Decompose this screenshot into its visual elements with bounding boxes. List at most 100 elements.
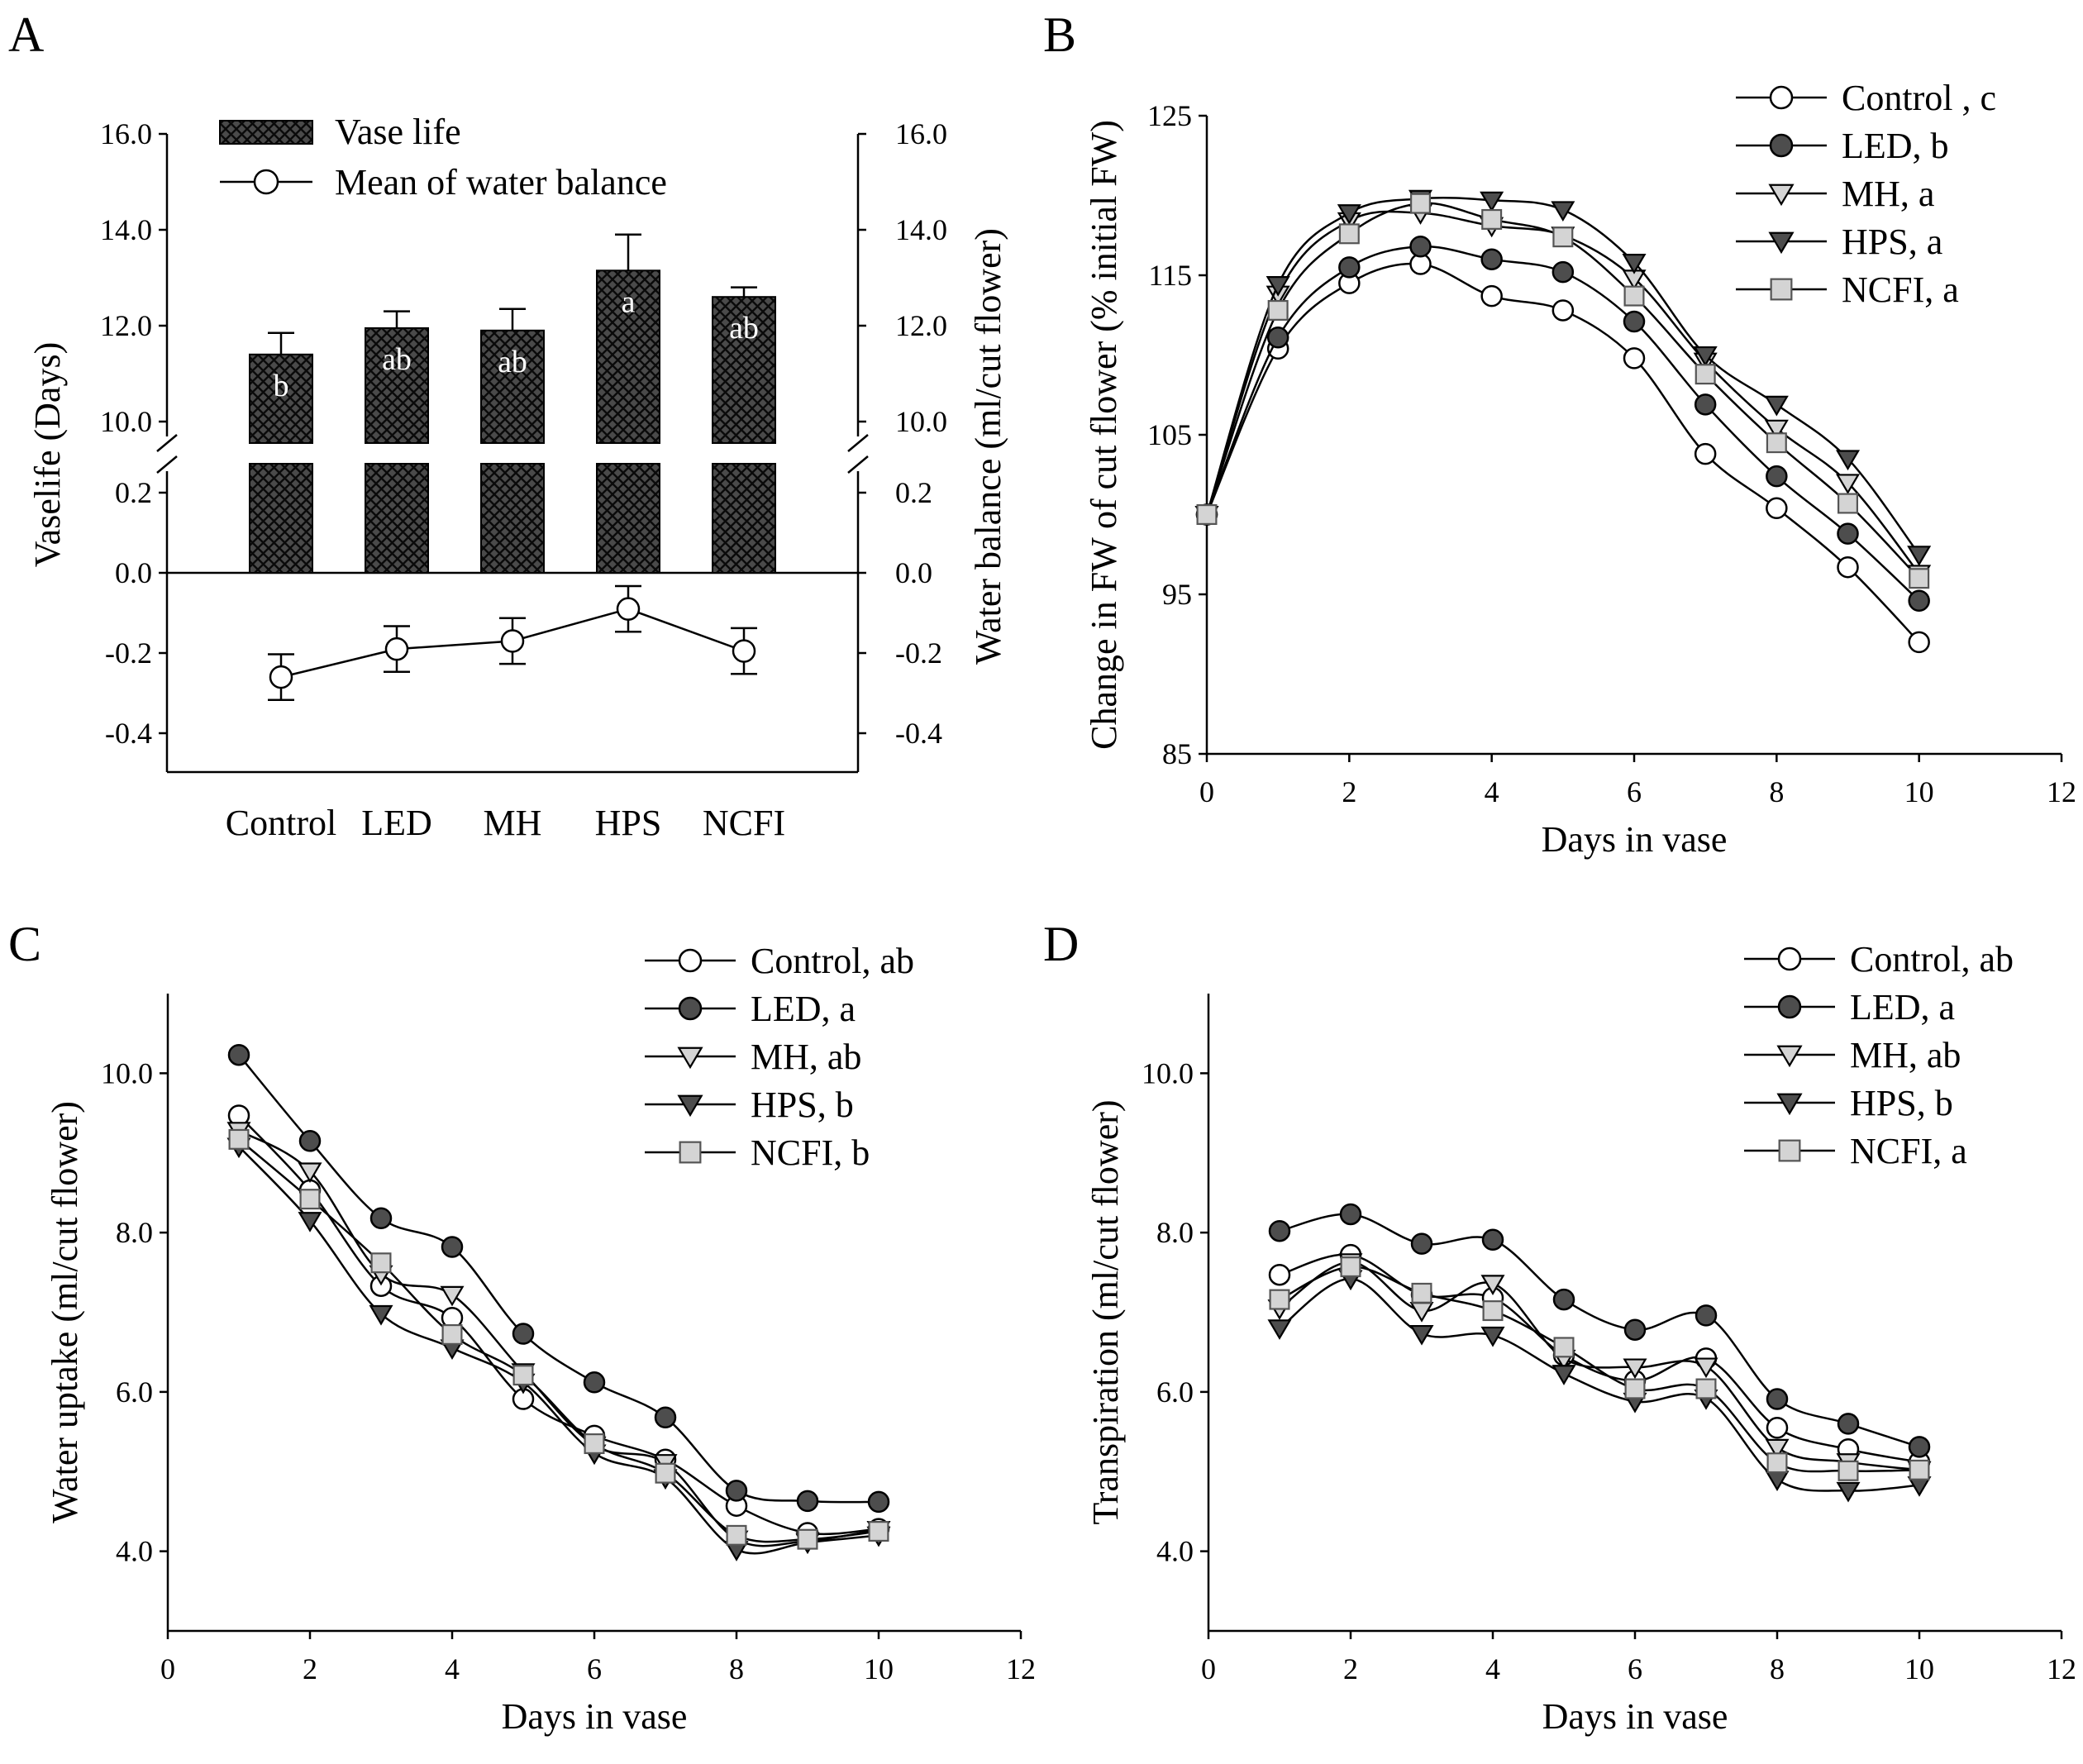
- data-point: [1482, 1300, 1504, 1322]
- x-tick-label: 12: [2047, 1652, 2076, 1685]
- legend-label: LED, b: [1842, 126, 1949, 166]
- data-point: [1908, 589, 1930, 612]
- bar-significance-letter: b: [274, 369, 289, 403]
- y-tick-label: 95: [1162, 578, 1192, 611]
- data-point: [1695, 364, 1716, 385]
- x-tick-label: 8: [1770, 1652, 1785, 1685]
- x-tick-label: 4: [445, 1652, 460, 1685]
- data-point: [1837, 555, 1859, 579]
- y-axis-label: Change in FW of cut flower (% initial FW…: [1084, 120, 1124, 750]
- bar-group: ab: [365, 310, 429, 574]
- y-tick-label: 10.0: [101, 1056, 153, 1089]
- data-point: [1196, 503, 1218, 525]
- series-2: [226, 1122, 891, 1553]
- data-point: [1481, 208, 1503, 230]
- y2-tick-label: -0.4: [895, 717, 942, 750]
- bar-group: a: [596, 233, 660, 574]
- data-point: [1838, 1460, 1859, 1481]
- data-point: [369, 1207, 393, 1230]
- x-tick-label: 2: [1343, 1652, 1358, 1685]
- data-point: [1694, 1357, 1718, 1379]
- data-point: [732, 639, 756, 663]
- data-point: [1766, 432, 1787, 454]
- legend-label: HPS, a: [1842, 222, 1942, 262]
- legend-label: HPS, b: [1850, 1083, 1953, 1123]
- x-tick-label: 6: [587, 1652, 602, 1685]
- legend-marker: [679, 1141, 702, 1164]
- panel-letter-c: C: [8, 917, 41, 971]
- data-point: [440, 1285, 465, 1307]
- data-point: [655, 1462, 676, 1484]
- data-point: [1624, 1378, 1646, 1399]
- y2-tick-label: -0.2: [895, 636, 942, 670]
- data-point: [1622, 254, 1647, 274]
- y-tick-label: 85: [1162, 737, 1192, 770]
- data-point: [1623, 285, 1645, 307]
- y-tick-label: 16.0: [100, 117, 152, 150]
- x-axis-label: Days in vase: [1542, 1696, 1728, 1737]
- x-tick-label: 2: [303, 1652, 317, 1685]
- data-point: [298, 1130, 322, 1152]
- legend-label: LED, a: [1850, 987, 1955, 1027]
- series-line: [238, 1146, 879, 1555]
- y-tick-label: 125: [1147, 99, 1192, 132]
- bar-lower: [480, 463, 545, 574]
- y-tick-label: 0.2: [115, 476, 152, 509]
- data-point: [1623, 1358, 1647, 1380]
- axis-break-mark: [847, 455, 869, 474]
- data-point: [1552, 1288, 1575, 1311]
- data-point: [369, 1304, 393, 1326]
- data-point: [1269, 1289, 1290, 1310]
- data-point: [1907, 546, 1932, 566]
- legend-entry: Control , c: [1736, 78, 1996, 118]
- series-line: [1279, 1266, 1920, 1473]
- legend-entry: NCFI, b: [645, 1132, 870, 1173]
- legend-marker: [678, 996, 703, 1021]
- legend-marker: [677, 1046, 703, 1070]
- legend-marker: [677, 1094, 703, 1118]
- data-point: [298, 1162, 322, 1184]
- data-point: [1766, 497, 1788, 520]
- legend-marker: [1768, 231, 1795, 255]
- series-line: [1205, 202, 1920, 579]
- y2-tick-label: 14.0: [895, 213, 947, 246]
- data-point: [299, 1189, 321, 1210]
- y-tick-label: 10.0: [100, 405, 152, 438]
- x-axis-label: Days in vase: [502, 1696, 688, 1737]
- y-tick-label: 12.0: [100, 309, 152, 342]
- series-line: [238, 1129, 879, 1547]
- data-point: [725, 1480, 748, 1502]
- x-tick-label: 2: [1342, 775, 1356, 808]
- bar-upper: [249, 353, 313, 444]
- data-point: [1766, 1452, 1788, 1474]
- data-point: [868, 1521, 889, 1542]
- data-point: [1909, 568, 1930, 589]
- data-point: [1552, 1365, 1576, 1385]
- legend-entry: LED, a: [645, 989, 856, 1029]
- data-point: [298, 1212, 322, 1232]
- data-point: [1837, 1413, 1860, 1435]
- x-tick-label: 8: [1769, 775, 1784, 808]
- data-point: [441, 1323, 463, 1345]
- x-tick-label: 0: [160, 1652, 175, 1685]
- panel-d-transpiration-chart: 0 2 4 6 8 10 12 4.0 6.0 8.0 10.0 Days in vase Transp…: [1085, 939, 2076, 1737]
- data-point: [1908, 1436, 1931, 1458]
- data-point: [1694, 442, 1717, 465]
- legend-label: NCFI, b: [751, 1132, 870, 1173]
- y-tick-label: -0.4: [105, 717, 152, 750]
- data-point: [1268, 1219, 1291, 1242]
- data-point: [797, 1528, 818, 1550]
- data-point: [1338, 223, 1360, 245]
- data-point: [1623, 1318, 1647, 1341]
- legend-label: NCFI, a: [1842, 269, 1959, 310]
- series-line: [238, 1114, 879, 1536]
- data-point: [1552, 226, 1574, 248]
- data-point: [1338, 256, 1361, 279]
- bar-significance-letter: ab: [729, 311, 759, 346]
- data-point: [1838, 493, 1859, 514]
- legend-marker: [1770, 278, 1793, 301]
- data-point: [1837, 522, 1859, 545]
- x-tick-label: 0: [1201, 1652, 1216, 1685]
- data-point: [1623, 310, 1646, 333]
- legend-label: LED, a: [751, 989, 856, 1029]
